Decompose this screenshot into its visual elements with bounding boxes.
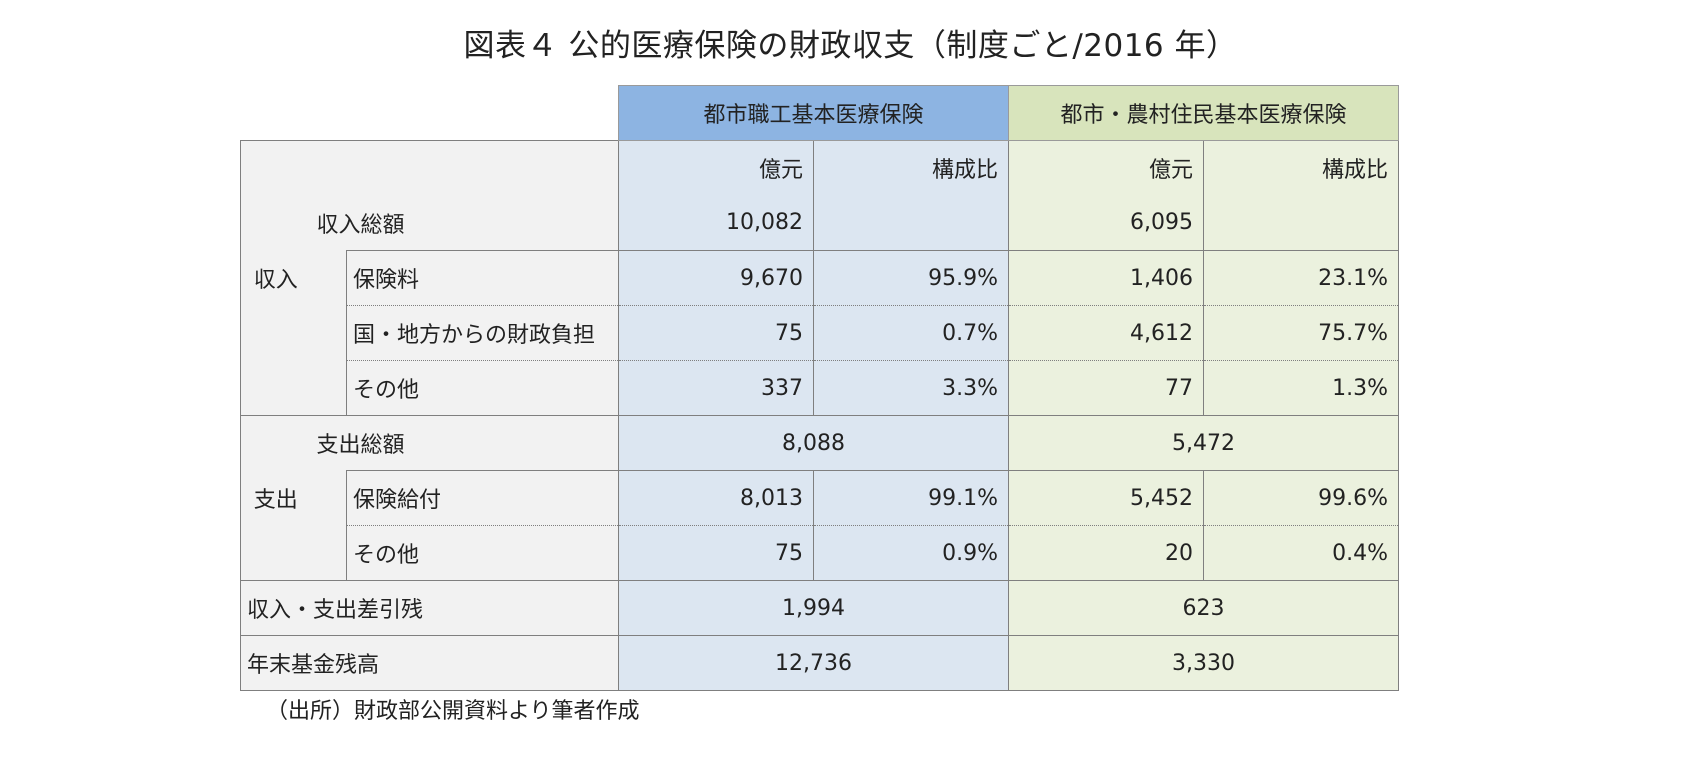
fund-balance-rural: 3,330	[1008, 635, 1399, 691]
expense-item-label: 保険給付	[346, 470, 619, 526]
expense-item-row: 保険給付 8,013 99.1% 5,452 99.6%	[241, 470, 1399, 581]
income-total-urban-blank	[813, 195, 1009, 251]
income-item-rural-ratio: 1.3%	[1203, 360, 1399, 416]
balance-row: 収入・支出差引残 1,994 623	[240, 580, 1399, 636]
fund-balance-urban: 12,736	[618, 635, 1009, 691]
expense-total-rural: 5,472	[1008, 415, 1399, 471]
group-header-urban: 都市職工基本医療保険	[618, 85, 1009, 141]
expense-item-row: その他 75 0.9% 20 0.4%	[241, 525, 1399, 581]
chart-title: 図表４ 公的医療保険の財政収支（制度ごと/2016 年）	[463, 28, 1238, 64]
expense-item-urban-value: 8,013	[618, 470, 814, 526]
urban-ratio-header: 構成比	[813, 140, 1009, 196]
unit-row-label-cell	[310, 140, 619, 196]
expense-total-row: 支出 支出総額 8,088 5,472	[240, 415, 1399, 581]
balance-rural: 623	[1008, 580, 1399, 636]
income-item-rural-ratio: 23.1%	[1203, 250, 1399, 306]
header-blank	[241, 86, 619, 141]
section-label-expense: 支出	[240, 415, 311, 581]
income-total-urban: 10,082	[618, 195, 814, 251]
unit-row: 収入 億元 構成比 億元 構成比	[240, 140, 1399, 416]
income-item-rural-value: 77	[1008, 360, 1204, 416]
group-header-rural: 都市・農村住民基本医療保険	[1008, 85, 1399, 141]
finance-table: 都市職工基本医療保険 都市・農村住民基本医療保険 収入 億元 構成比 億元 構成…	[240, 85, 1399, 691]
expense-total-urban: 8,088	[618, 415, 1009, 471]
income-item-urban-value: 75	[618, 305, 814, 361]
expense-item-urban-ratio: 99.1%	[813, 470, 1009, 526]
income-item-label: 保険料	[346, 250, 619, 306]
rural-ratio-header: 構成比	[1203, 140, 1399, 196]
fund-balance-label: 年末基金残高	[240, 635, 619, 691]
income-item-row: 保険料 9,670 95.9% 1,406 23.1%	[241, 250, 1399, 416]
urban-unit-header: 億元	[618, 140, 814, 196]
income-total-label: 収入総額	[310, 195, 619, 251]
balance-urban: 1,994	[618, 580, 1009, 636]
expense-item-label: その他	[346, 525, 619, 581]
source-note: （出所）財政部公開資料より筆者作成	[266, 699, 640, 724]
income-item-row: 国・地方からの財政負担 75 0.7% 4,612 75.7%	[241, 305, 1399, 361]
income-total-rural-blank	[1203, 195, 1399, 251]
expense-item-rural-ratio: 0.4%	[1203, 525, 1399, 581]
income-item-label: 国・地方からの財政負担	[346, 305, 619, 361]
income-total-row: 収入総額 10,082 6,095	[241, 195, 1399, 251]
expense-item-urban-value: 75	[618, 525, 814, 581]
expense-item-urban-ratio: 0.9%	[813, 525, 1009, 581]
balance-label: 収入・支出差引残	[240, 580, 619, 636]
income-item-rural-value: 1,406	[1008, 250, 1204, 306]
income-item-label: その他	[346, 360, 619, 416]
income-item-rural-ratio: 75.7%	[1203, 305, 1399, 361]
expense-total-label: 支出総額	[310, 415, 619, 471]
income-indent	[310, 250, 347, 416]
expense-indent	[310, 470, 347, 581]
expense-item-rural-value: 20	[1008, 525, 1204, 581]
section-label-income: 収入	[240, 140, 311, 416]
income-item-urban-ratio: 3.3%	[813, 360, 1009, 416]
income-item-urban-ratio: 0.7%	[813, 305, 1009, 361]
income-item-urban-ratio: 95.9%	[813, 250, 1009, 306]
fund-balance-row: 年末基金残高 12,736 3,330	[240, 635, 1399, 691]
income-item-rural-value: 4,612	[1008, 305, 1204, 361]
expense-item-rural-value: 5,452	[1008, 470, 1204, 526]
income-item-urban-value: 9,670	[618, 250, 814, 306]
income-item-row: その他 337 3.3% 77 1.3%	[241, 360, 1399, 416]
income-total-rural: 6,095	[1008, 195, 1204, 251]
group-header-row: 都市職工基本医療保険 都市・農村住民基本医療保険	[241, 85, 1399, 141]
rural-unit-header: 億元	[1008, 140, 1204, 196]
expense-item-rural-ratio: 99.6%	[1203, 470, 1399, 526]
income-item-urban-value: 337	[618, 360, 814, 416]
